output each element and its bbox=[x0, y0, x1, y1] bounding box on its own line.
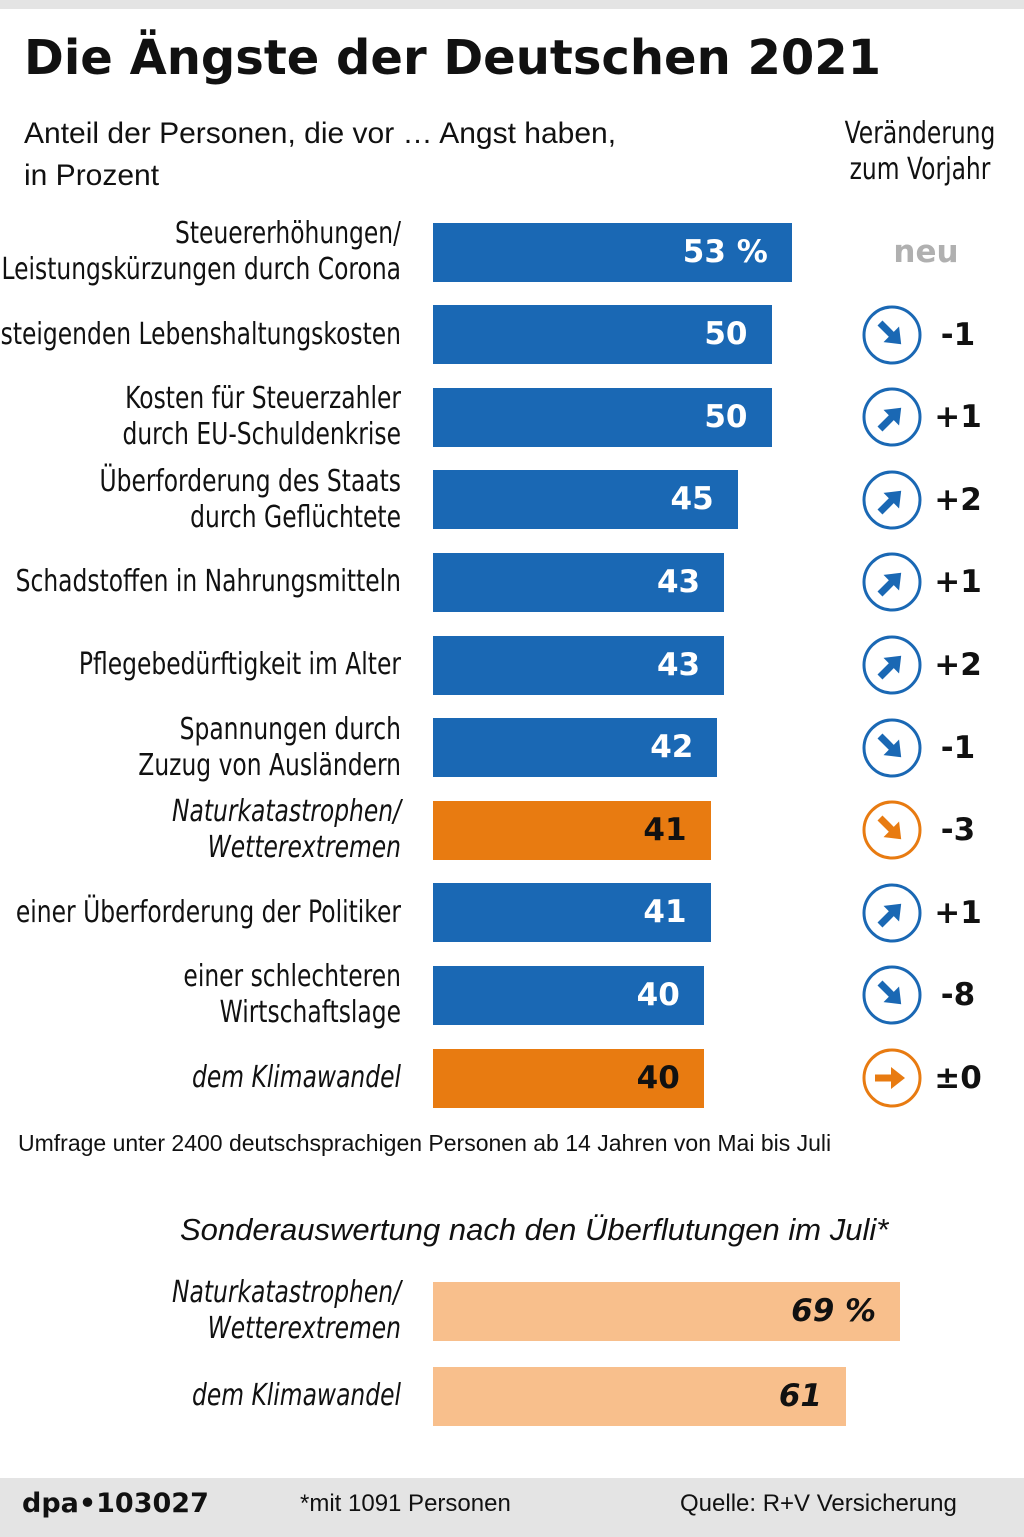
category-label: dem Klimawandel bbox=[191, 1378, 401, 1413]
category-label: Überforderung des Staats durch Geflüchte… bbox=[99, 463, 401, 535]
category-label: Schadstoffen in Nahrungsmitteln bbox=[15, 564, 401, 600]
bar: 50 bbox=[433, 387, 772, 447]
top-band bbox=[0, 0, 1024, 9]
change-arrow bbox=[862, 965, 922, 1025]
value-label: 40 bbox=[636, 976, 680, 1013]
change-arrow bbox=[862, 387, 922, 447]
category-label: Kosten für Steuerzahler durch EU-Schulde… bbox=[122, 381, 401, 453]
change-header: Veränderung zum Vorjahr bbox=[844, 116, 996, 187]
footnote: *mit 1091 Personen bbox=[300, 1490, 511, 1517]
category-label: Naturkatastrophen/ Wetterextremen bbox=[172, 794, 401, 866]
arrow bbox=[877, 733, 902, 757]
value-label: 43 bbox=[656, 563, 701, 600]
arrow bbox=[875, 1067, 905, 1089]
value-label: 42 bbox=[650, 729, 694, 766]
change-arrow bbox=[862, 305, 922, 365]
note: Umfrage unter 2400 deutschsprachigen Per… bbox=[18, 1130, 832, 1156]
bar: 50 bbox=[433, 305, 772, 365]
bar: 41 bbox=[433, 883, 711, 943]
change-arrow bbox=[862, 552, 922, 612]
change-arrow bbox=[862, 718, 922, 778]
arrow bbox=[877, 903, 902, 928]
footer-id: dpa•103027 bbox=[22, 1488, 209, 1519]
bar: 41 bbox=[433, 800, 711, 860]
category-label: Pflegebedürftigkeit im Alter bbox=[78, 647, 401, 682]
change-label: +1 bbox=[934, 894, 982, 931]
change-arrow bbox=[862, 883, 922, 943]
category-label: einer Überforderung der Politiker bbox=[15, 894, 401, 930]
bar: 53 % bbox=[433, 222, 792, 282]
category-label: steigenden Lebenshaltungskosten bbox=[0, 316, 402, 352]
arrow bbox=[877, 407, 902, 432]
change-arrow bbox=[862, 1048, 922, 1108]
change-label: +1 bbox=[934, 399, 982, 436]
title: Die Ängste der Deutschen 2021 bbox=[24, 30, 882, 86]
value-label: 50 bbox=[704, 398, 748, 435]
category-label: dem Klimawandel bbox=[191, 1060, 401, 1095]
bar: 61 bbox=[433, 1366, 846, 1426]
change-arrow bbox=[862, 470, 922, 530]
value-label: 61 bbox=[778, 1377, 822, 1414]
value-label: 43 bbox=[656, 646, 701, 683]
bar: 42 bbox=[433, 718, 718, 778]
change-arrow bbox=[862, 635, 922, 695]
arrow bbox=[877, 573, 902, 597]
sub-title: Sonderauswertung nach den Überflutungen … bbox=[180, 1212, 889, 1247]
value-label: 41 bbox=[643, 894, 687, 931]
value-label: 45 bbox=[670, 481, 714, 518]
value-label: 50 bbox=[704, 316, 748, 353]
bar: 43 bbox=[433, 635, 725, 695]
arrow bbox=[877, 490, 902, 515]
change-label: -1 bbox=[940, 316, 976, 353]
category-label: Naturkatastrophen/ Wetterextremen bbox=[172, 1275, 401, 1346]
change-label: ±0 bbox=[934, 1060, 982, 1096]
bar: 45 bbox=[433, 470, 738, 530]
change-label: -3 bbox=[940, 812, 976, 849]
category-label: einer schlechteren Wirtschaftslage bbox=[183, 959, 401, 1031]
arrow bbox=[877, 320, 902, 344]
bar: 43 bbox=[433, 552, 725, 612]
bar: 40 bbox=[433, 1048, 704, 1108]
change-arrow bbox=[862, 800, 922, 860]
change-label: -1 bbox=[940, 729, 976, 766]
change-label: -8 bbox=[940, 977, 976, 1014]
footer-band bbox=[0, 1478, 1024, 1537]
change-label: +1 bbox=[934, 564, 982, 601]
arrow bbox=[877, 815, 902, 840]
value-label: 69 % bbox=[791, 1292, 877, 1329]
change-label: +2 bbox=[934, 647, 982, 683]
arrow bbox=[877, 980, 902, 1005]
change-label: neu bbox=[893, 234, 959, 270]
bar: 69 % bbox=[433, 1281, 901, 1341]
value-label: 40 bbox=[636, 1059, 680, 1096]
arrow bbox=[877, 655, 902, 680]
value-label: 53 % bbox=[682, 233, 768, 270]
subtitle: Anteil der Personen, die vor … Angst hab… bbox=[24, 117, 617, 192]
value-label: 41 bbox=[643, 811, 687, 848]
category-label: Spannungen durch Zuzug von Ausländern bbox=[138, 711, 401, 783]
bar: 40 bbox=[433, 965, 704, 1025]
source: Quelle: R+V Versicherung bbox=[680, 1490, 957, 1517]
category-label: Steuererhöhungen/ Leistungskürzungen dur… bbox=[1, 216, 401, 287]
change-label: +2 bbox=[934, 481, 982, 518]
